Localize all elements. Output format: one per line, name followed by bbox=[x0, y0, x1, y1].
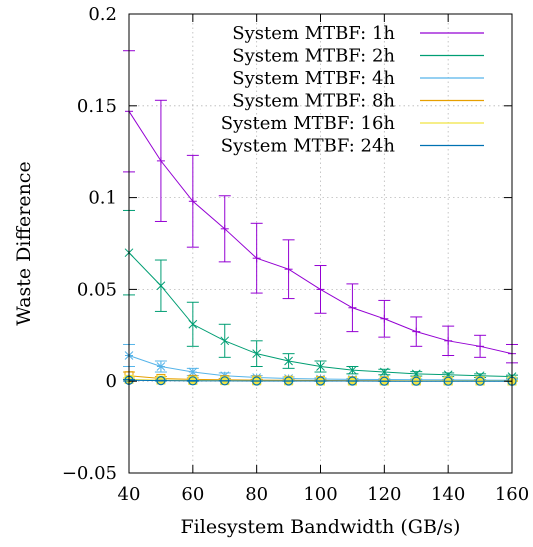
legend-label: System MTBF: 1h bbox=[232, 23, 395, 44]
data-point bbox=[220, 336, 230, 346]
x-tick-label: 80 bbox=[245, 484, 268, 505]
legend-label: System MTBF: 2h bbox=[232, 46, 395, 67]
data-point bbox=[315, 376, 326, 386]
data-point bbox=[220, 376, 230, 386]
y-axis-title: Waste Difference bbox=[13, 161, 35, 325]
y-tick-label: 0.2 bbox=[88, 4, 117, 25]
data-point bbox=[380, 314, 389, 323]
data-point bbox=[156, 376, 166, 386]
data-point bbox=[412, 327, 421, 336]
data-point bbox=[156, 281, 166, 291]
legend-item: System MTBF: 16h bbox=[221, 113, 484, 134]
x-tick-label: 60 bbox=[181, 484, 204, 505]
legend-item: System MTBF: 2h bbox=[232, 46, 484, 67]
x-tick-label: 140 bbox=[431, 484, 465, 505]
x-tick-label: 40 bbox=[118, 484, 141, 505]
data-point bbox=[379, 367, 389, 377]
x-tick-label: 120 bbox=[367, 484, 401, 505]
legend-item: System MTBF: 1h bbox=[232, 23, 484, 44]
x-tick-label: 100 bbox=[303, 484, 337, 505]
x-tick-label: 160 bbox=[495, 484, 529, 505]
data-point bbox=[348, 365, 357, 375]
legend-item: System MTBF: 4h bbox=[232, 68, 484, 89]
data-point bbox=[188, 367, 198, 377]
legend-label: System MTBF: 4h bbox=[232, 68, 395, 89]
axis-ticks: 40 60 80 100 120 140 160 −0.05 0 0.05 0.1 0.15 0.2 bbox=[62, 4, 529, 505]
y-tick-label: 0.1 bbox=[88, 188, 117, 209]
series-mtbf-6 bbox=[123, 375, 517, 386]
data-point bbox=[252, 376, 262, 386]
data-point bbox=[379, 376, 389, 386]
series-line bbox=[128, 379, 512, 382]
data-point bbox=[220, 224, 229, 233]
data-point bbox=[188, 319, 198, 329]
data-point bbox=[156, 156, 165, 165]
data-point bbox=[316, 285, 325, 294]
data-point bbox=[411, 376, 421, 386]
data-point bbox=[348, 303, 357, 312]
legend-label: System MTBF: 24h bbox=[221, 136, 396, 157]
y-tick-label: 0.15 bbox=[77, 96, 117, 117]
series-mtbf-1 bbox=[123, 50, 518, 364]
data-point bbox=[188, 197, 197, 206]
data-point bbox=[156, 362, 166, 371]
data-point bbox=[475, 376, 485, 386]
data-point bbox=[347, 376, 358, 386]
data-point bbox=[284, 356, 293, 366]
data-point bbox=[316, 362, 325, 371]
legend-label: System MTBF: 16h bbox=[221, 113, 396, 134]
y-tick-label: 0 bbox=[106, 371, 117, 392]
y-tick-label: −0.05 bbox=[62, 463, 117, 484]
legend-label: System MTBF: 8h bbox=[232, 91, 395, 112]
legend-item: System MTBF: 24h bbox=[221, 136, 484, 157]
data-point bbox=[284, 265, 293, 274]
data-point bbox=[444, 336, 453, 345]
data-point bbox=[252, 254, 261, 263]
data-point bbox=[188, 376, 198, 386]
data-point bbox=[283, 376, 294, 386]
legend-item: System MTBF: 8h bbox=[232, 91, 484, 112]
y-tick-label: 0.05 bbox=[77, 279, 117, 300]
x-axis-title: Filesystem Bandwidth (GB/s) bbox=[181, 516, 461, 538]
data-point bbox=[476, 342, 485, 351]
data-point bbox=[252, 349, 262, 359]
data-point bbox=[443, 376, 453, 386]
